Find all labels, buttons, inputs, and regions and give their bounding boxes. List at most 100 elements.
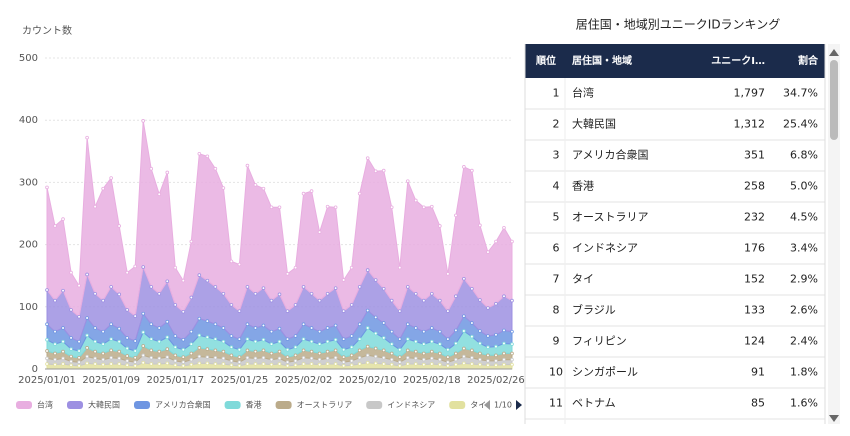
point (221, 356, 226, 361)
point (61, 339, 65, 344)
table-cell: 香港 (572, 180, 594, 193)
table-cell: 7 (553, 273, 560, 286)
point (213, 356, 218, 360)
point (502, 328, 506, 333)
point (293, 334, 298, 338)
column-header: 順位 (535, 54, 556, 67)
table-cell: 351 (744, 149, 765, 162)
point (285, 347, 290, 352)
point (373, 169, 378, 174)
point (357, 337, 362, 341)
table-cell: ベトナム (572, 397, 616, 410)
scroll-up[interactable] (829, 49, 839, 56)
point (213, 362, 218, 366)
point (181, 309, 186, 314)
point (245, 285, 250, 289)
point (446, 309, 450, 313)
point (357, 348, 362, 353)
point (149, 362, 154, 366)
x-tick-label: 2025/02/02 (275, 375, 333, 386)
scroll-down[interactable] (829, 415, 839, 422)
point (333, 337, 338, 342)
point (253, 291, 258, 296)
point (109, 285, 113, 289)
scroll-thumb[interactable] (830, 60, 838, 140)
point (157, 356, 162, 361)
point (325, 362, 330, 366)
point (77, 364, 81, 368)
point (446, 337, 450, 341)
point (510, 342, 514, 346)
point (93, 356, 97, 361)
point (405, 362, 410, 366)
table-cell: タイ (572, 273, 594, 286)
legend-prev[interactable] (484, 400, 490, 410)
point (470, 356, 474, 360)
point (454, 341, 458, 346)
point (430, 291, 434, 296)
x-tick-label: 2025/02/10 (339, 375, 397, 386)
point (45, 356, 49, 361)
point (381, 348, 386, 353)
point (45, 362, 49, 366)
point (438, 362, 442, 367)
point (205, 355, 210, 359)
point (269, 298, 274, 303)
point (397, 337, 402, 341)
point (422, 342, 426, 346)
point (510, 362, 514, 367)
point (181, 278, 186, 283)
point (373, 354, 378, 359)
point (309, 349, 314, 354)
table-cell: 台湾 (572, 86, 594, 100)
point (53, 351, 57, 356)
point (261, 337, 266, 342)
point (317, 357, 322, 362)
point (462, 361, 466, 366)
point (470, 168, 474, 173)
point (405, 337, 410, 341)
point (333, 356, 338, 360)
point (494, 301, 498, 306)
point (333, 205, 338, 210)
point (245, 163, 250, 168)
point (133, 339, 137, 343)
point (125, 346, 129, 351)
point (213, 166, 218, 171)
point (237, 355, 242, 359)
table-cell: アメリカ合衆国 (572, 148, 648, 162)
y-tick-label: 300 (19, 177, 38, 188)
point (502, 362, 506, 367)
point (173, 353, 178, 358)
point (157, 339, 162, 344)
point (221, 326, 226, 330)
point (446, 272, 450, 276)
point (45, 185, 49, 190)
point (213, 348, 218, 353)
point (133, 356, 137, 360)
legend-next[interactable] (516, 400, 522, 410)
point (365, 268, 370, 272)
table-cell: 1.6% (790, 397, 818, 410)
point (109, 322, 113, 327)
point (85, 333, 89, 338)
point (45, 322, 49, 327)
point (101, 342, 105, 346)
point (269, 357, 274, 362)
point (237, 309, 242, 313)
point (381, 362, 386, 366)
point (454, 351, 458, 356)
point (413, 291, 418, 296)
table-cell: 10 (549, 366, 563, 379)
x-tick-label: 2025/02/18 (403, 375, 461, 386)
point (470, 362, 474, 366)
scrollbar[interactable] (828, 44, 840, 424)
point (309, 356, 314, 361)
point (173, 334, 178, 338)
table-cell: 34.7% (783, 87, 818, 100)
point (285, 355, 290, 359)
table-cell: 1.8% (790, 366, 818, 379)
point (45, 288, 49, 292)
point (101, 186, 105, 191)
point (205, 361, 210, 366)
